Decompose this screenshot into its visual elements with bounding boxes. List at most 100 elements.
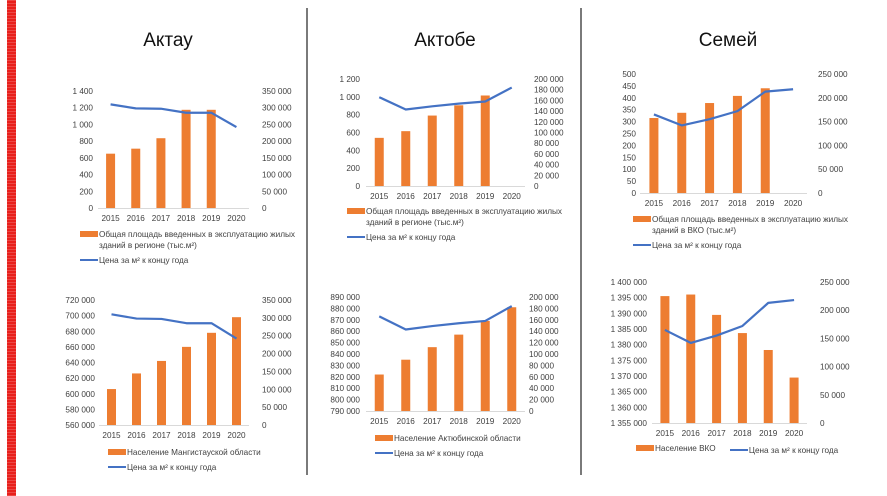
legend-item-line: Цена за м² к концу года [347,232,562,243]
bar [107,389,116,425]
city-title-aktobe: Актобе [414,30,476,51]
x-tick-label: 2015 [656,429,675,438]
price-line [111,313,238,340]
y-right-tick-label: 100 000 [818,141,848,150]
y-right-tick-label: 250 000 [262,120,292,129]
y-right-tick-label: 120 000 [529,339,559,348]
y-right-tick-label: 200 000 [820,306,850,315]
x-tick-label: 2019 [202,214,221,223]
accent-stripe [7,0,16,496]
y-right-tick-label: 100 000 [534,129,564,138]
legend-swatch-bar [80,231,98,237]
y-left-tick-label: 1 000 [340,93,361,102]
y-right-tick-label: 50 000 [262,403,287,412]
y-right-tick-label: 180 000 [534,86,564,95]
x-tick-label: 2018 [450,417,469,426]
y-right-tick-label: 20 000 [534,171,559,180]
legend-label: Цена за м² к концу года [366,233,456,242]
bar [480,95,490,186]
y-left-tick-label: 1 370 000 [611,372,648,381]
y-left-tick-label: 200 [346,164,360,173]
y-left-tick-label: 840 000 [330,350,360,359]
legend-item-line: Цена за м² к концу года [729,445,838,456]
bar [686,294,696,423]
legend-label: Общая площадь введенных в эксплуатацию ж… [652,215,848,235]
y-right-tick-label: 60 000 [534,150,559,159]
x-tick-label: 2018 [733,429,752,438]
legend-label: Цена за м² к концу года [652,241,742,250]
y-right-tick-label: 300 000 [262,104,292,113]
bar [737,333,747,423]
legend-semey-population: Население ВКО Цена за м² к концу года [636,443,876,460]
x-tick-label: 2016 [673,199,692,208]
y-right-tick-label: 50 000 [262,187,287,196]
y-left-tick-label: 450 [622,82,636,91]
bar [131,148,141,208]
x-tick-label: 2020 [784,199,803,208]
y-left-tick-label: 1 390 000 [611,309,648,318]
price-line [378,305,513,331]
bar [660,296,670,423]
price-line [110,103,237,129]
legend-item-line: Цена за м² к концу года [633,240,848,251]
legend-label: Цена за м² к концу года [394,449,484,458]
price-line [653,88,794,127]
y-left-tick-label: 860 000 [330,327,360,336]
y-right-tick-label: 0 [818,189,823,198]
bar [789,377,799,423]
city-title-semey: Семей [698,30,758,51]
legend-swatch-bar [347,208,365,214]
bar [374,137,384,186]
bar [427,115,437,186]
y-left-tick-label: 1 375 000 [611,356,648,365]
y-right-tick-label: 250 000 [262,332,292,341]
legend-aktau-area: Общая площадь введенных в эксплуатацию ж… [80,229,295,270]
legend-aktau-population: Население Мангистауской области Цена за … [108,447,298,477]
y-right-tick-label: 0 [529,407,534,416]
legend-swatch-bar [108,449,126,455]
legend-swatch-line [80,259,98,261]
x-tick-label: 2020 [227,214,246,223]
y-left-tick-label: 400 [346,146,360,155]
legend-label: Население ВКО [655,444,716,453]
y-left-tick-label: 850 000 [330,339,360,348]
bar [182,346,191,425]
y-left-tick-label: 1 360 000 [611,403,648,412]
bar [181,109,191,208]
legend-semey-area: Общая площадь введенных в эксплуатацию ж… [633,214,848,255]
legend-item-line: Цена за м² к концу года [80,255,295,266]
y-right-tick-label: 100 000 [262,171,292,180]
x-tick-label: 2020 [503,192,522,201]
bar [677,112,687,193]
y-left-tick-label: 810 000 [330,384,360,393]
city-title-aktau: Актау [143,30,193,51]
bar [207,332,216,425]
legend-item-bar: Население Актюбинской области [375,433,565,444]
y-left-tick-label: 200 [79,187,93,196]
y-right-tick-label: 60 000 [529,373,554,382]
legend-swatch-line [347,236,365,238]
legend-swatch-bar [375,435,393,441]
x-tick-label: 2019 [476,417,495,426]
y-left-tick-label: 870 000 [330,316,360,325]
y-left-tick-label: 820 000 [330,373,360,382]
bar [454,105,464,186]
y-right-tick-label: 40 000 [534,161,559,170]
x-tick-label: 2015 [101,214,120,223]
x-tick-label: 2015 [102,431,121,440]
x-tick-label: 2018 [450,192,469,201]
y-right-tick-label: 80 000 [534,139,559,148]
y-right-tick-label: 140 000 [529,327,559,336]
column-divider [306,8,308,475]
y-left-tick-label: 0 [631,189,636,198]
x-tick-label: 2016 [682,429,701,438]
y-left-tick-label: 1 400 [73,87,94,96]
y-left-tick-label: 660 000 [65,343,95,352]
y-left-tick-label: 800 [346,111,360,120]
y-right-tick-label: 250 000 [818,70,848,79]
y-right-tick-label: 160 000 [529,316,559,325]
y-left-tick-label: 400 [79,171,93,180]
y-left-tick-label: 1 365 000 [611,388,648,397]
y-right-tick-label: 140 000 [534,107,564,116]
y-right-tick-label: 200 000 [534,75,564,84]
